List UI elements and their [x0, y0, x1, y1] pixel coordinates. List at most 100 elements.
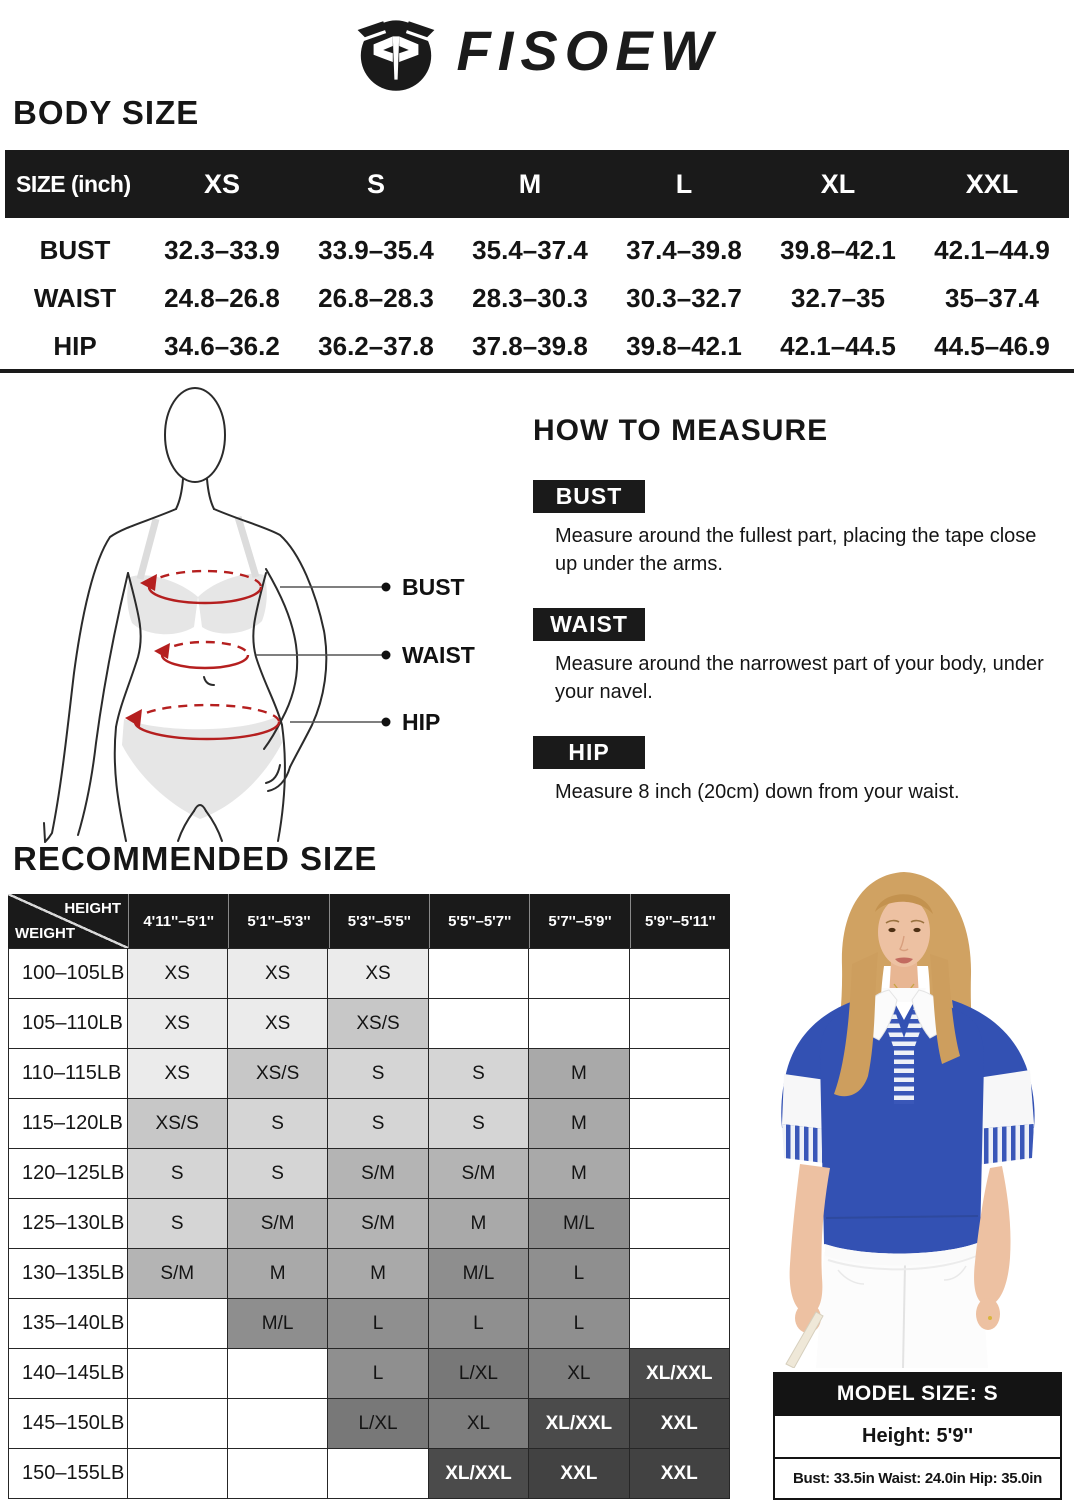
size-range-value: 30.3–32.7	[626, 282, 742, 313]
model-pants	[816, 1248, 988, 1368]
size-column-header: S	[366, 168, 385, 199]
size-recommendation: XXL	[529, 1448, 630, 1498]
size-recommendation: XXL	[629, 1448, 730, 1498]
right-hand	[976, 1298, 1000, 1330]
measurement-badge: BUST	[533, 480, 645, 513]
recommended-row: 135–140LB M/L L L L	[9, 1298, 730, 1348]
size-recommendation: S	[428, 1098, 530, 1148]
size-recommendation: L	[328, 1348, 429, 1398]
size-range-value: 32.3–33.9	[164, 234, 280, 265]
right-forearm	[974, 1166, 1011, 1306]
size-recommendation: L	[428, 1298, 530, 1348]
size-recommendation: S/M	[328, 1198, 429, 1248]
size-recommendation	[629, 1298, 730, 1348]
pants-waistband	[827, 1255, 977, 1271]
bra-panty-shapes	[122, 573, 282, 819]
measurement-badge: HIP	[533, 736, 645, 770]
height-column-header: 5'1''–5'3''	[228, 894, 328, 948]
size-recommendation: XS	[227, 998, 329, 1048]
size-recommendation	[629, 948, 730, 998]
measurement-label: WAIST	[33, 282, 117, 313]
height-column-header: 5'7''–5'9''	[529, 894, 629, 948]
pants-pockets	[837, 1265, 967, 1285]
size-range-value: 37.4–39.8	[626, 234, 742, 265]
measurement-instruction: Measure around the fullest part, placing…	[555, 525, 1037, 575]
height-weight-corner-cell: HEIGHT WEIGHT	[8, 894, 128, 948]
figure-label-bust: BUST	[402, 574, 465, 600]
size-recommendation: M	[227, 1248, 329, 1298]
size-recommendation: S	[127, 1148, 228, 1198]
how-to-measure-section: HOW TO MEASURE BUST Measure around the fu…	[533, 414, 1063, 837]
model-nose	[899, 935, 909, 952]
under-layer	[825, 1242, 980, 1266]
brand-logo: FISOEW	[0, 6, 1074, 94]
size-recommendation: L/XL	[328, 1398, 429, 1448]
recommended-row: 110–115LB XS XS/S S S M	[9, 1048, 730, 1098]
size-recommendation: S/M	[127, 1248, 228, 1298]
size-recommendation	[629, 1148, 730, 1198]
size-recommendation	[629, 1048, 730, 1098]
weight-label: 135–140LB	[9, 1298, 128, 1348]
weight-label: 110–115LB	[9, 1048, 128, 1098]
model-fringe	[875, 894, 933, 914]
model-face	[878, 897, 930, 967]
size-recommendation	[629, 1198, 730, 1248]
size-recommendation	[127, 1298, 228, 1348]
recommended-row: 115–120LB XS/S S S S M	[9, 1098, 730, 1148]
size-range-value: 32.7–35	[791, 282, 885, 313]
height-column-header: 4'11''–5'1''	[128, 894, 228, 948]
size-recommendation: S	[328, 1098, 429, 1148]
size-recommendation: L/XL	[428, 1348, 530, 1398]
size-range-value: 35–37.4	[945, 282, 1039, 313]
how-to-measure-item: BUST Measure around the fullest part, pla…	[533, 480, 1063, 578]
body-figure-illustration: BUST WAIST HIP	[43, 387, 475, 843]
size-range-value: 24.8–26.8	[164, 282, 280, 313]
size-recommendation: M	[428, 1198, 530, 1248]
size-range-value: 28.3–30.3	[472, 282, 588, 313]
size-recommendation: M/L	[529, 1198, 630, 1248]
size-column-header: M	[518, 168, 542, 199]
height-column-header: 5'5''–5'7''	[429, 894, 529, 948]
size-recommendation: XL	[428, 1398, 530, 1448]
recommended-row: 125–130LB S S/M S/M M M/L	[9, 1198, 730, 1248]
leader-bullets	[381, 582, 391, 727]
body-size-row: WAIST 24.8–26.8 26.8–28.3 28.3–30.3 30.3–32.…	[5, 274, 1069, 322]
model-measurements: Bust: 33.5in Waist: 24.0in Hip: 35.0in	[775, 1457, 1060, 1498]
corner-weight-label: WEIGHT	[15, 925, 75, 942]
size-recommendation: S/M	[428, 1148, 530, 1198]
size-recommendation	[227, 1348, 329, 1398]
recommended-size-heading: RECOMMENDED SIZE	[13, 840, 378, 877]
body-size-row: BUST 32.3–33.9 33.9–35.4 35.4–37.4 37.4–39.8…	[5, 226, 1069, 274]
hair-lock-right	[930, 954, 960, 1064]
size-recommendation: XS	[227, 948, 329, 998]
body-size-row: HIP 34.6–36.2 36.2–37.8 37.8–39.8 39.8–42.1 4…	[5, 322, 1069, 370]
placket-strip	[894, 1048, 914, 1104]
size-recommendation: XL/XXL	[629, 1348, 730, 1398]
size-recommendation	[227, 1398, 329, 1448]
how-to-measure-item: HIP Measure 8 inch (20cm) down from your …	[533, 736, 1063, 807]
size-recommendation: M/L	[227, 1298, 329, 1348]
leader-lines	[256, 586, 384, 723]
size-recommendation: S/M	[227, 1198, 329, 1248]
size-recommendation	[127, 1398, 228, 1448]
size-column-header: L	[675, 168, 693, 199]
size-recommendation	[629, 998, 730, 1048]
weight-label: 100–105LB	[9, 948, 128, 998]
right-striped-cuff	[966, 1124, 1034, 1166]
body-size-rows: BUST 32.3–33.9 33.9–35.4 35.4–37.4 37.4–39.8…	[5, 226, 1069, 370]
recommended-row: 140–145LB L L/XL XL XL/XXL	[9, 1348, 730, 1398]
model-size-box: MODEL SIZE: S Height: 5'9'' Bust: 33.5in…	[773, 1372, 1062, 1500]
size-recommendation: S/M	[328, 1148, 429, 1198]
size-recommendation: XS/S	[227, 1048, 329, 1098]
brand-name: FISOEW	[456, 18, 720, 82]
size-recommendation	[428, 998, 530, 1048]
fisoew-monogram-icon	[357, 20, 434, 91]
body-size-heading: BODY SIZE	[13, 94, 200, 131]
size-range-value: 34.6–36.2	[164, 330, 280, 361]
size-range-value: 39.8–42.1	[780, 234, 896, 265]
size-column-header: XS	[203, 168, 241, 199]
model-lips	[895, 957, 913, 964]
measurement-instruction: Measure 8 inch (20cm) down from your wai…	[555, 781, 960, 804]
size-recommendation: S	[227, 1098, 329, 1148]
weight-label: 130–135LB	[9, 1248, 128, 1298]
